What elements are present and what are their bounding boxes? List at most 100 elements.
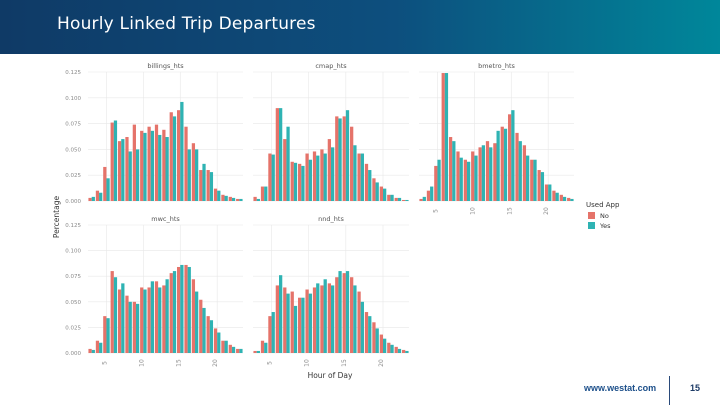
bar-no [379, 334, 383, 353]
bar-no [419, 198, 423, 201]
bar-yes [135, 149, 140, 201]
bar-no [434, 165, 438, 201]
bar-yes [444, 73, 449, 201]
footer-divider [669, 376, 670, 405]
bar-no [283, 139, 287, 201]
bar-yes [360, 153, 364, 201]
bar-no [441, 73, 445, 201]
bar-no [206, 316, 210, 353]
bar-no [88, 197, 92, 201]
bar-yes [293, 305, 298, 353]
bar-yes [562, 196, 567, 201]
bar-yes [99, 342, 103, 353]
bar-yes [308, 293, 312, 353]
bar-yes [466, 161, 471, 201]
bar-no [327, 139, 331, 201]
bar-yes [474, 155, 478, 201]
bar-yes [113, 120, 118, 201]
bar-yes [338, 271, 342, 353]
bar-no [228, 196, 232, 201]
bar-yes [231, 197, 236, 201]
legend-swatch-yes [588, 222, 595, 229]
y-tick-label: 0.025 [65, 173, 81, 179]
bar-yes [301, 165, 305, 201]
bar-yes [437, 159, 441, 201]
bar-yes [128, 151, 132, 201]
y-axis-title: Percentage [52, 196, 61, 239]
bar-yes [113, 277, 118, 353]
bar-no [103, 166, 107, 201]
bar-yes [360, 301, 364, 353]
bar-yes [239, 348, 243, 353]
bar-yes [452, 141, 456, 201]
bar-yes [308, 159, 312, 201]
bar-yes [331, 285, 335, 353]
x-tick-label: 20 [543, 207, 550, 215]
bar-yes [570, 198, 574, 201]
page-title: Hourly Linked Trip Departures [57, 14, 316, 34]
bar-yes [143, 289, 147, 353]
bar-yes [368, 316, 372, 353]
bar-yes [180, 101, 184, 201]
bar-no [253, 196, 257, 201]
bar-no [184, 264, 188, 353]
bar-no [448, 137, 453, 201]
bar-no [350, 277, 354, 353]
bar-no [132, 301, 136, 353]
bar-no [275, 108, 279, 201]
y-tick-label: 0.075 [65, 274, 81, 280]
bar-no [379, 186, 383, 201]
y-tick-label: 0.050 [65, 300, 81, 306]
bar-yes [121, 283, 125, 353]
bar-yes [293, 162, 298, 201]
bar-no [478, 147, 482, 201]
bar-yes [383, 338, 387, 353]
bar-no [312, 151, 317, 201]
bar-yes [353, 145, 357, 201]
bar-no [206, 170, 210, 201]
bar-yes [256, 350, 260, 353]
bar-yes [316, 155, 320, 201]
bar-no [103, 316, 107, 353]
bar-yes [150, 281, 154, 353]
x-tick-label: 10 [469, 207, 476, 215]
bar-no [154, 124, 159, 201]
bar-no [154, 281, 159, 353]
bar-no [357, 291, 361, 353]
legend-label-yes: Yes [599, 222, 611, 230]
bar-yes [180, 264, 184, 353]
bar-yes [526, 155, 530, 201]
bar-yes [533, 159, 537, 201]
bar-yes [555, 192, 559, 201]
bar-yes [158, 134, 162, 201]
bar-yes [405, 350, 409, 353]
bar-yes [345, 110, 350, 201]
bar-no [426, 190, 431, 201]
bar-yes [345, 271, 350, 353]
bar-no [117, 141, 122, 201]
panel-title: billings_hts [147, 62, 184, 70]
bar-no [342, 273, 346, 353]
bar-yes [375, 328, 379, 353]
bar-no [471, 151, 475, 201]
bar-no [199, 299, 203, 353]
bar-yes [209, 320, 214, 353]
bar-no [537, 170, 541, 201]
bar-yes [503, 128, 508, 201]
bar-no [117, 289, 122, 353]
bar-yes [383, 188, 387, 201]
bar-no [387, 342, 391, 353]
bar-yes [91, 349, 95, 353]
bar-yes [548, 184, 552, 201]
bar-yes [172, 116, 177, 201]
bar-no [567, 197, 571, 201]
bar-yes [353, 285, 357, 353]
bar-yes [256, 198, 260, 201]
bar-yes [286, 293, 290, 353]
bar-no [236, 348, 240, 353]
bar-no [552, 190, 556, 201]
title-banner: Hourly Linked Trip Departures [0, 0, 720, 54]
faceted-bar-chart: billings_hts 0.000 0.025 0.050 0.075 0.100 0.1… [52, 62, 620, 380]
bar-no [177, 110, 181, 201]
panel-title: nnd_hts [318, 215, 344, 223]
